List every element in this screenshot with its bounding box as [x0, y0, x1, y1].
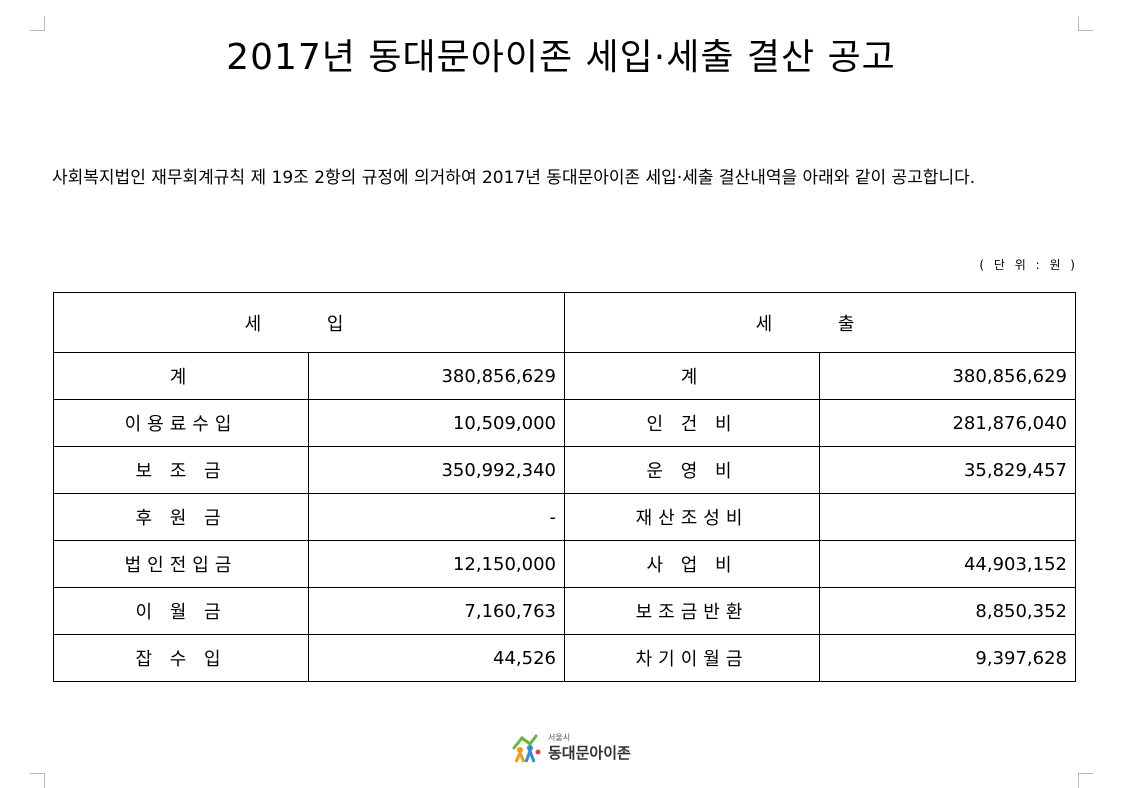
income-amount-cell: 380,856,629	[308, 352, 565, 400]
expense-amount-cell: 8,850,352	[819, 587, 1076, 635]
expense-amount-cell: 35,829,457	[819, 446, 1076, 494]
expense-label-cell: 운 영 비	[564, 446, 820, 494]
income-amount-cell: 44,526	[308, 634, 565, 682]
income-label-cell: 이 월 금	[53, 587, 309, 635]
table-header-row: 세 입 세 출	[53, 292, 1076, 353]
logo-figures-icon	[512, 734, 541, 763]
page-corner-mark	[1078, 16, 1093, 31]
income-amount-cell: 12,150,000	[308, 540, 565, 588]
expense-label-cell: 차기이월금	[564, 634, 820, 682]
income-amount-cell: 350,992,340	[308, 446, 565, 494]
page-corner-mark	[1078, 773, 1093, 788]
table-row: 후 원 금 - 재산조성비	[53, 493, 1076, 541]
expense-amount-cell: 44,903,152	[819, 540, 1076, 588]
income-header: 세 입	[53, 292, 565, 353]
expense-label-cell: 재산조성비	[564, 493, 820, 541]
document-title: 2017년 동대문아이존 세입·세출 결산 공고	[226, 37, 896, 78]
income-label-cell: 잡 수 입	[53, 634, 309, 682]
expense-label-cell: 보조금반환	[564, 587, 820, 635]
logo-city-text: 서울시	[548, 733, 571, 742]
expense-label-cell: 인 건 비	[564, 399, 820, 447]
expense-amount-cell: 281,876,040	[819, 399, 1076, 447]
income-amount-cell: -	[308, 493, 565, 541]
expense-label-cell: 계	[564, 352, 820, 400]
table-row: 법인전입금 12,150,000 사 업 비 44,903,152	[53, 540, 1076, 588]
income-label-cell: 이용료수입	[53, 399, 309, 447]
expense-header: 세 출	[564, 292, 1076, 353]
expense-amount-cell: 380,856,629	[819, 352, 1076, 400]
income-amount-cell: 10,509,000	[308, 399, 565, 447]
page-corner-mark	[30, 16, 45, 31]
table-row: 보 조 금 350,992,340 운 영 비 35,829,457	[53, 446, 1076, 494]
expense-label-cell: 사 업 비	[564, 540, 820, 588]
announcement-paragraph: 사회복지법인 재무회계규칙 제 19조 2항의 규정에 의거하여 2017년 동…	[52, 168, 976, 188]
income-label-cell: 보 조 금	[53, 446, 309, 494]
table-row: 이 월 금 7,160,763 보조금반환 8,850,352	[53, 587, 1076, 635]
page-corner-mark	[30, 773, 45, 788]
table-row: 잡 수 입 44,526 차기이월금 9,397,628	[53, 634, 1076, 682]
income-label-cell: 법인전입금	[53, 540, 309, 588]
table-body: 계 380,856,629 계 380,856,629 이용료수입 10,509,000 인…	[53, 352, 1076, 682]
expense-amount-cell: 9,397,628	[819, 634, 1076, 682]
settlement-table: 세 입 세 출 계 380,856,629 계 380,856,629 이용료수입 10,…	[53, 292, 1076, 682]
table-row: 계 380,856,629 계 380,856,629	[53, 352, 1076, 400]
income-amount-cell: 7,160,763	[308, 587, 565, 635]
income-label-cell: 후 원 금	[53, 493, 309, 541]
organization-logo: 서울시 동대문아이존	[508, 726, 638, 770]
logo-name-text: 동대문아이존	[548, 744, 631, 762]
table-row: 이용료수입 10,509,000 인 건 비 281,876,040	[53, 399, 1076, 447]
expense-amount-cell	[819, 493, 1076, 541]
unit-note: ( 단 위 : 원 )	[979, 258, 1078, 272]
income-label-cell: 계	[53, 352, 309, 400]
